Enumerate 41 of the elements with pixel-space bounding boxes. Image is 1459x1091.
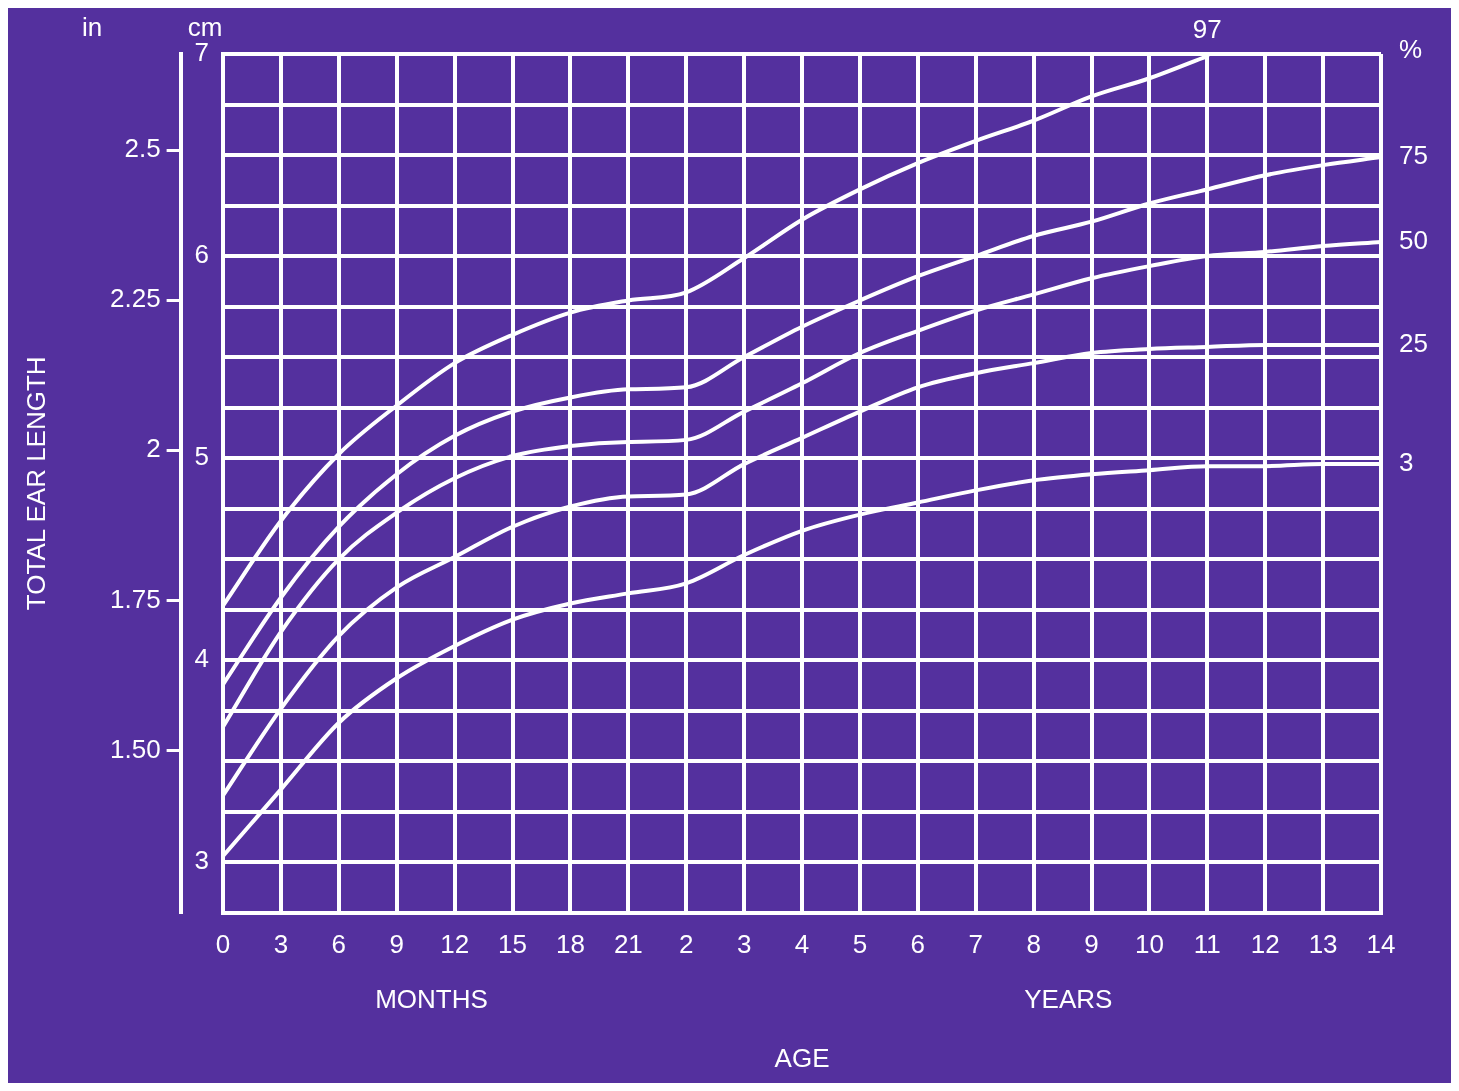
y2-tick-label: 4 — [194, 643, 210, 674]
x-tick-label: 5 — [852, 929, 868, 960]
x-tick-label: 7 — [968, 929, 983, 960]
y-tick-label: 2 — [146, 433, 161, 464]
x-tick-label: 6 — [910, 929, 926, 960]
x-tick-label: 9 — [389, 929, 404, 960]
x-tick-label: 3 — [273, 929, 289, 960]
text: % — [1399, 34, 1423, 65]
x-tick-label: 3 — [736, 929, 752, 960]
y-tick-label: 1.50 — [109, 733, 161, 764]
x-tick-label: 12 — [1250, 929, 1280, 960]
text: YEARS — [1024, 983, 1113, 1014]
y-axis-title: TOTAL EAR LENGTH — [21, 356, 52, 611]
y2-tick-label: 5 — [194, 441, 210, 472]
x-tick-label: 11 — [1193, 929, 1221, 960]
y2-tick-label: 6 — [194, 239, 210, 270]
x-tick-label: 13 — [1308, 929, 1338, 960]
y2-tick-label: 3 — [194, 845, 210, 876]
x-axis-title: AGE — [774, 1042, 830, 1073]
text: MONTHS — [375, 983, 488, 1014]
series-label: 3 — [1399, 447, 1414, 478]
x-tick-label: 6 — [331, 929, 347, 960]
x-tick-label: 21 — [613, 929, 643, 960]
y-tick-label: 2.5 — [124, 133, 161, 164]
series-label: 97 — [1192, 14, 1222, 45]
x-tick-label: 8 — [1026, 929, 1041, 960]
x-tick-label: 4 — [794, 929, 810, 960]
x-tick-label: 9 — [1084, 929, 1099, 960]
y-tick-label: 2.25 — [109, 283, 161, 314]
x-tick-label: 0 — [215, 929, 231, 960]
y-tick-label: 1.75 — [109, 583, 161, 614]
series-label: 75 — [1399, 140, 1428, 171]
x-tick-label: 14 — [1366, 929, 1396, 960]
x-tick-label: 10 — [1134, 929, 1164, 960]
text: in — [81, 12, 103, 43]
x-tick-label: 2 — [679, 929, 694, 960]
x-tick-label: 18 — [555, 929, 585, 960]
series-label: 25 — [1399, 328, 1428, 359]
x-tick-label: 15 — [498, 929, 528, 960]
series-label: 50 — [1399, 225, 1428, 256]
x-tick-label: 12 — [440, 929, 470, 960]
